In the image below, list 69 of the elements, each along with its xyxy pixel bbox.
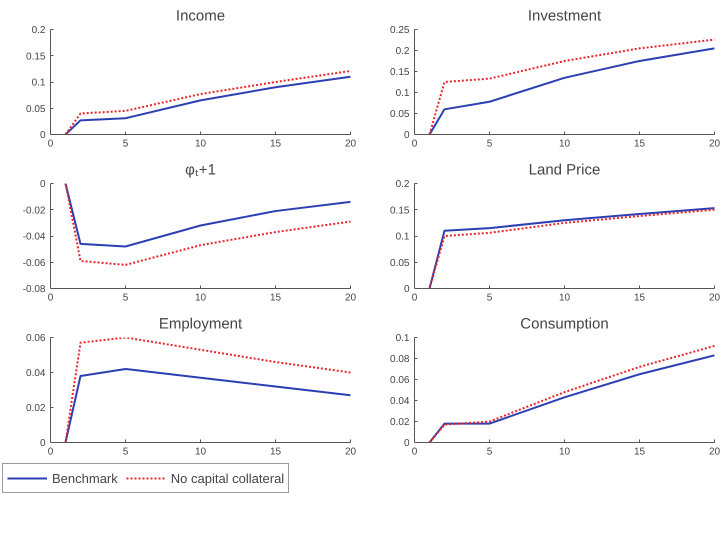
x-tick-label: 5 <box>486 446 493 458</box>
y-tick-label: 0.1 <box>396 333 410 344</box>
x-tick-label: 10 <box>558 292 570 304</box>
y-tick-label: -0.06 <box>22 258 46 269</box>
x-tick-label: 0 <box>412 292 418 304</box>
chart-title: Income <box>176 8 226 24</box>
y-tick-label: 0.2 <box>32 25 46 36</box>
y-tick-label: 0.05 <box>26 104 46 115</box>
y-tick-label: 0 <box>404 284 410 295</box>
y-tick-label: 0.05 <box>390 258 410 269</box>
x-tick-label: 10 <box>194 446 206 458</box>
y-tick-label: 0.1 <box>32 78 46 88</box>
y-tick-label: 0 <box>404 130 410 141</box>
chart-title: Investment <box>528 8 602 24</box>
x-tick-label: 20 <box>708 138 720 150</box>
x-tick-label: 0 <box>412 446 418 458</box>
x-tick-label: 15 <box>634 292 646 304</box>
y-tick-label: 0.25 <box>390 25 410 36</box>
x-tick-label: 10 <box>558 138 570 150</box>
y-tick-label: 0.04 <box>390 396 410 407</box>
x-tick-label: 0 <box>412 138 418 150</box>
x-tick-label: 20 <box>344 292 356 304</box>
y-tick-label: 0.08 <box>390 354 410 365</box>
x-tick-label: 10 <box>194 292 206 304</box>
x-tick-label: 15 <box>270 138 282 150</box>
x-tick-label: 5 <box>486 292 493 304</box>
y-tick-label: 0.2 <box>396 179 410 190</box>
y-tick-label: 0.06 <box>26 333 46 344</box>
x-tick-label: 0 <box>48 446 54 458</box>
x-tick-label: 0 <box>48 292 54 304</box>
x-tick-label: 5 <box>122 292 129 304</box>
y-tick-label: 0 <box>404 438 410 449</box>
x-tick-label: 20 <box>344 446 356 458</box>
x-tick-label: 5 <box>486 138 493 150</box>
y-tick-label: 0.2 <box>396 46 410 57</box>
x-tick-label: 20 <box>708 292 720 304</box>
legend-label: Benchmark <box>52 470 118 486</box>
chart-title: Land Price <box>528 162 600 178</box>
x-tick-label: 5 <box>122 446 129 458</box>
chart-title: Consumption <box>520 316 609 332</box>
y-tick-label: 0 <box>40 130 46 141</box>
y-tick-label: -0.04 <box>22 232 46 242</box>
y-tick-label: 0.15 <box>390 67 410 78</box>
legend-label: No capital collateral <box>170 470 284 486</box>
x-tick-label: 15 <box>634 446 646 458</box>
y-tick-label: 0.1 <box>396 232 410 242</box>
y-tick-label: 0.06 <box>390 375 410 386</box>
y-tick-label: 0 <box>40 179 46 190</box>
y-tick-label: 0.04 <box>26 368 46 379</box>
chart-title: φₜ+1 <box>185 162 216 178</box>
x-tick-label: 10 <box>194 138 206 150</box>
y-tick-label: 0.02 <box>26 403 46 414</box>
y-tick-label: -0.02 <box>22 205 46 216</box>
chart-title: Employment <box>158 316 244 332</box>
x-tick-label: 10 <box>558 446 570 458</box>
y-tick-label: 0.05 <box>390 109 410 120</box>
x-tick-label: 15 <box>270 446 282 458</box>
x-tick-label: 20 <box>708 446 720 458</box>
y-tick-label: 0.02 <box>390 417 410 428</box>
x-tick-label: 20 <box>344 138 356 150</box>
y-tick-label: 0.1 <box>396 88 410 99</box>
y-tick-label: 0 <box>40 438 46 449</box>
x-tick-label: 0 <box>48 138 54 150</box>
y-tick-label: 0.15 <box>26 51 46 62</box>
x-tick-label: 15 <box>634 138 646 150</box>
x-tick-label: 15 <box>270 292 282 304</box>
y-tick-label: 0.15 <box>390 205 410 216</box>
y-tick-label: -0.08 <box>22 284 46 295</box>
x-tick-label: 5 <box>122 138 129 150</box>
